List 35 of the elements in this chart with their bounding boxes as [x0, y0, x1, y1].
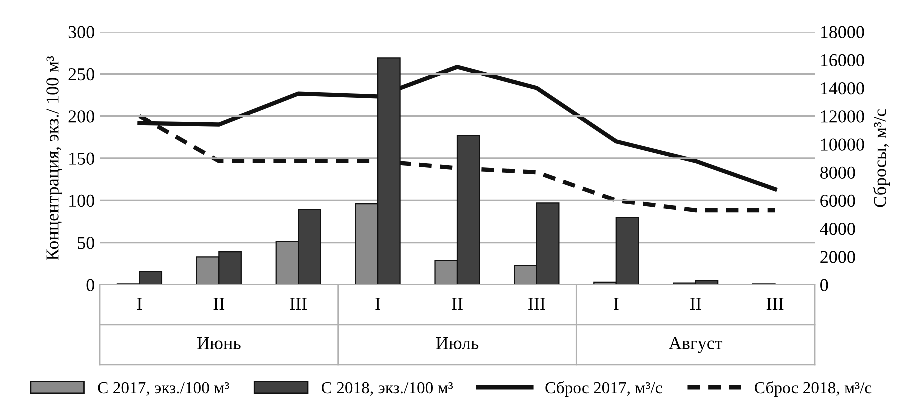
y2-tick-label: 16000 [821, 54, 864, 67]
x-tick-label: I [376, 298, 380, 310]
x-tick-label: I [614, 298, 619, 310]
y2-tick-label: 4000 [820, 223, 856, 236]
x-tick-label: II [214, 298, 225, 310]
y2-tick-label: 0 [820, 279, 828, 292]
text: Июль [436, 337, 479, 350]
y-tick-label: 200 [68, 110, 94, 123]
text: Август [669, 337, 723, 354]
x-tick-label: I [137, 298, 142, 310]
y-axis-title: Концентрация, экз./ 100 м³ [46, 56, 62, 260]
legend-label: Сброс 2018, м³/с [755, 382, 872, 397]
y-tick-label: 150 [70, 152, 94, 165]
y-tick-label: 100 [70, 194, 94, 208]
y2-tick-label: 8000 [820, 166, 856, 179]
y2-tick-label: 6000 [820, 194, 856, 208]
y2-tick-label: 2000 [820, 251, 856, 264]
y-tick-label: 250 [68, 68, 94, 81]
y-tick-label: 0 [86, 279, 94, 292]
y2-tick-label: 14000 [821, 82, 864, 95]
y2-tick-label: 10000 [821, 138, 864, 151]
y-tick-label: 50 [78, 237, 94, 250]
x-tick-label: II [690, 298, 702, 310]
y-tick-label: 300 [68, 26, 94, 38]
x-tick-label: III [766, 298, 784, 310]
legend-label: С 2017, экз./100 м³ [98, 382, 230, 396]
y2-tick-label: 12000 [821, 110, 864, 123]
y2-tick-label: 18000 [821, 26, 864, 38]
legend-label: С 2018, экз./100 м³ [322, 382, 454, 396]
legend-label: Сброс 2017, м³/с [546, 382, 662, 397]
y2-axis-title: Сбросы, м³/с [873, 110, 890, 208]
x-tick-label: II [452, 298, 463, 310]
x-tick-label: III [528, 298, 546, 310]
text: Июнь [197, 337, 241, 350]
x-tick-label: III [290, 298, 307, 310]
